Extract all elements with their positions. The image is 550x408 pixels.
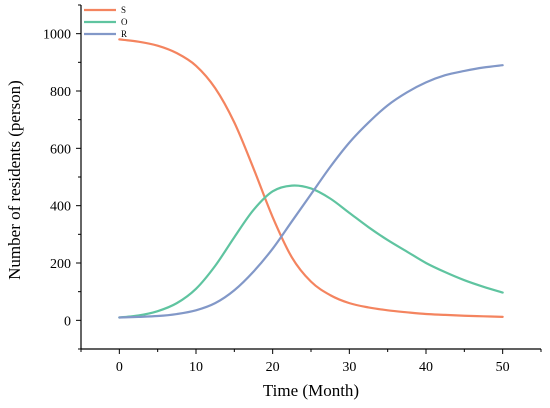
y-axis-title: Number of residents (person) xyxy=(5,80,24,280)
legend-label-R: R xyxy=(121,29,127,39)
axes xyxy=(80,5,541,350)
legend: SOR xyxy=(84,5,128,39)
x-tick-label: 30 xyxy=(342,360,356,375)
series-line-R xyxy=(118,64,504,319)
y-tick-label: 1000 xyxy=(43,28,71,43)
legend-label-O: O xyxy=(121,17,128,27)
tick-marks xyxy=(76,4,542,354)
x-tick-label: 50 xyxy=(496,360,510,375)
x-axis-title: Time (Month) xyxy=(263,381,359,400)
series-lines xyxy=(118,38,504,319)
y-tick-label: 600 xyxy=(50,142,71,157)
y-tick-label: 0 xyxy=(64,314,71,329)
x-tick-label: 0 xyxy=(116,360,123,375)
y-tick-label: 800 xyxy=(50,85,71,100)
x-tick-label: 40 xyxy=(419,360,433,375)
x-tick-label: 10 xyxy=(189,360,203,375)
y-tick-label: 200 xyxy=(50,257,71,272)
x-tick-label: 20 xyxy=(266,360,280,375)
y-tick-label: 400 xyxy=(50,200,71,215)
series-line-O xyxy=(118,184,504,319)
series-line-S xyxy=(118,38,504,318)
tick-labels: 0 200 400 600 800 1000 0 10 20 30 40 50 xyxy=(43,28,510,375)
legend-label-S: S xyxy=(121,5,126,15)
